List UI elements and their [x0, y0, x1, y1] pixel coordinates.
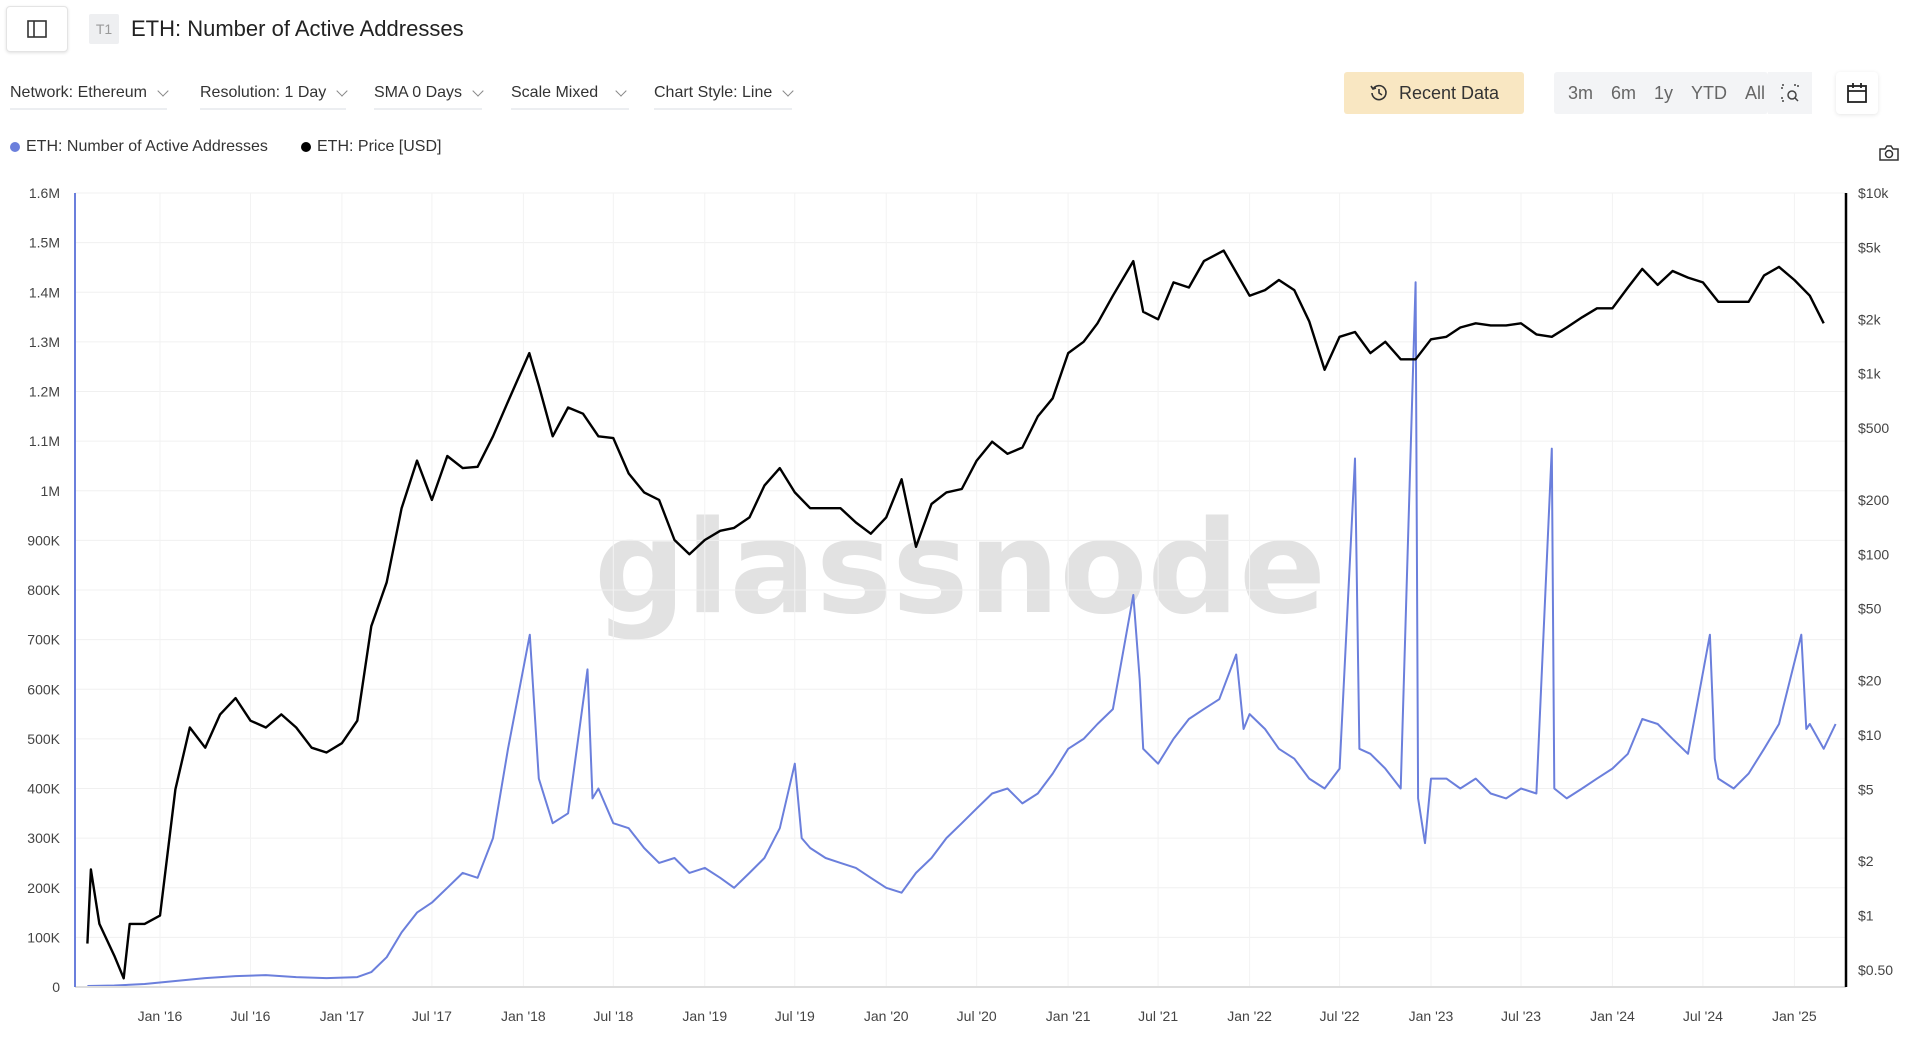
resolution-filter-label: Resolution: 1 Day [200, 84, 327, 101]
y-left-tick-label: 1.5M [29, 235, 60, 251]
price-series-line [86, 249, 1825, 980]
legend-item-active-addresses[interactable]: ETH: Number of Active Addresses [10, 138, 268, 156]
y-left-tick-label: 800K [27, 582, 60, 598]
network-filter-label: Network: Ethereum [10, 84, 147, 101]
y-left-tick-label: 1.4M [29, 284, 60, 300]
x-tick-label: Jul '17 [412, 1008, 452, 1024]
x-tick-label: Jul '24 [1683, 1008, 1723, 1024]
network-filter[interactable]: Network: Ethereum [10, 84, 169, 110]
y-left-tick-label: 1M [41, 483, 60, 499]
x-tick-label: Jul '19 [775, 1008, 815, 1024]
y-right-tick-label: $500 [1858, 420, 1889, 436]
recent-data-button[interactable]: Recent Data [1344, 72, 1524, 114]
zoom-select-button[interactable] [1768, 72, 1812, 114]
y-right-tick-label: $1 [1858, 908, 1874, 924]
zoom-select-icon [1781, 84, 1799, 102]
y-right-tick-label: $10 [1858, 727, 1882, 743]
y-left-tick-label: 500K [27, 731, 60, 747]
chart-style-filter-label: Chart Style: Line [654, 84, 773, 101]
y-right-tick-label: $1k [1858, 366, 1882, 382]
y-left-tick-label: 100K [27, 929, 60, 945]
x-tick-label: Jan '23 [1409, 1008, 1454, 1024]
y-right-tick-label: $50 [1858, 601, 1882, 617]
legend-dot [10, 142, 20, 152]
x-tick-label: Jan '22 [1227, 1008, 1272, 1024]
range-ytd-button[interactable]: YTD [1691, 82, 1728, 103]
calendar-icon [1847, 83, 1867, 103]
x-tick-label: Jan '20 [864, 1008, 909, 1024]
x-tick-label: Jul '16 [230, 1008, 270, 1024]
x-tick-label: Jan '19 [682, 1008, 727, 1024]
recent-data-label: Recent Data [1398, 82, 1500, 103]
x-tick-label: Jan '17 [320, 1008, 365, 1024]
calendar-button[interactable] [1836, 72, 1878, 114]
x-tick-label: Jul '22 [1320, 1008, 1360, 1024]
x-tick-label: Jan '24 [1590, 1008, 1635, 1024]
x-tick-label: Jan '21 [1046, 1008, 1091, 1024]
sma-filter-label: SMA 0 Days [374, 84, 463, 101]
y-right-tick-label: $20 [1858, 673, 1882, 689]
y-right-tick-label: $2 [1858, 853, 1874, 869]
chart-badge: T1 [89, 14, 119, 44]
y-left-tick-label: 600K [27, 681, 60, 697]
y-right-tick-label: $2k [1858, 311, 1882, 327]
y-left-tick-label: 700K [27, 632, 60, 648]
scale-filter-label: Scale Mixed [511, 84, 599, 101]
y-left-tick-label: 200K [27, 880, 60, 896]
y-left-tick-label: 400K [27, 781, 60, 797]
x-tick-label: Jan '25 [1772, 1008, 1817, 1024]
sidebar-toggle-button[interactable] [6, 6, 68, 52]
x-tick-label: Jul '20 [957, 1008, 997, 1024]
legend-label: ETH: Number of Active Addresses [26, 138, 268, 155]
x-tick-label: Jul '23 [1501, 1008, 1541, 1024]
x-tick-label: Jan '16 [138, 1008, 183, 1024]
y-left-tick-label: 0 [52, 979, 60, 995]
y-left-tick-label: 1.1M [29, 433, 60, 449]
y-left-tick-label: 300K [27, 830, 60, 846]
y-right-tick-label: $5 [1858, 781, 1874, 797]
y-left-tick-label: 900K [27, 532, 60, 548]
range-3m-button[interactable]: 3m [1568, 82, 1594, 103]
page-title: ETH: Number of Active Addresses [131, 16, 464, 41]
chart-style-filter[interactable]: Chart Style: Line [654, 84, 794, 110]
scale-filter[interactable]: Scale Mixed [511, 84, 629, 110]
resolution-filter[interactable]: Resolution: 1 Day [200, 84, 348, 110]
history-icon [1370, 84, 1387, 101]
camera-icon [1879, 145, 1899, 161]
legend-item-price[interactable]: ETH: Price [USD] [301, 138, 441, 156]
range-1y-button[interactable]: 1y [1654, 82, 1674, 103]
x-tick-label: Jan '18 [501, 1008, 546, 1024]
x-tick-label: Jul '21 [1138, 1008, 1178, 1024]
y-right-tick-label: $5k [1858, 239, 1882, 255]
legend-label: ETH: Price [USD] [317, 138, 442, 155]
x-tick-label: Jul '18 [593, 1008, 633, 1024]
range-selector: 3m 6m 1y YTD All [1554, 72, 1768, 114]
y-left-tick-label: 1.3M [29, 334, 60, 350]
range-all-button[interactable]: All [1745, 82, 1766, 103]
y-right-tick-label: $200 [1858, 492, 1889, 508]
sidebar-toggle-icon [27, 20, 47, 38]
screenshot-button[interactable] [1878, 144, 1900, 167]
y-left-tick-label: 1.2M [29, 384, 60, 400]
y-right-tick-label: $10k [1858, 185, 1889, 201]
active-addresses-series-line [87, 281, 1837, 987]
watermark: glassnode [594, 494, 1326, 643]
y-left-tick-label: 1.6M [29, 185, 60, 201]
sma-filter[interactable]: SMA 0 Days [374, 84, 484, 110]
y-right-tick-label: $100 [1858, 546, 1889, 562]
y-right-tick-label: $0.50 [1858, 962, 1893, 978]
range-6m-button[interactable]: 6m [1611, 82, 1637, 103]
legend-dot [301, 142, 311, 152]
